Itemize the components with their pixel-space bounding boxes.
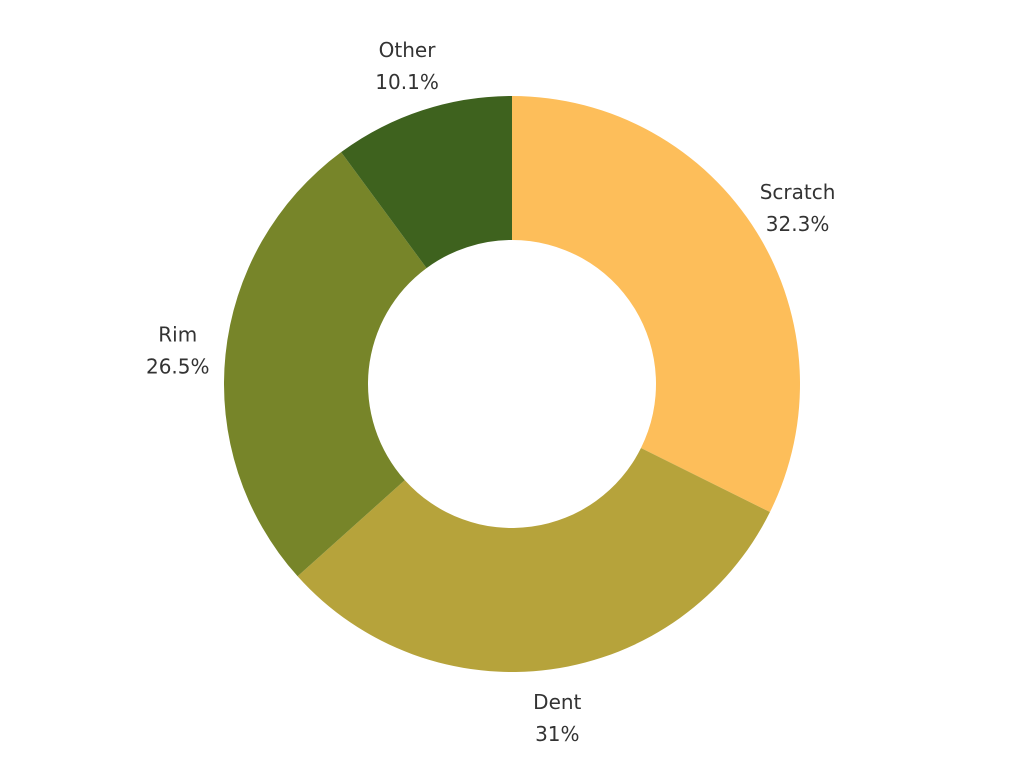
slice-value-scratch: 32.3% <box>766 212 830 236</box>
slice-value-rim: 26.5% <box>146 355 210 379</box>
slice-label-other: Other 10.1% <box>375 38 439 94</box>
slices-layer <box>224 95 800 672</box>
labels-layer: Scratch 32.3% Dent 31% Rim 26.5% Other 10.1% <box>146 38 835 746</box>
slice-value-other: 10.1% <box>375 70 439 94</box>
slice-label-scratch: Scratch 32.3% <box>760 180 836 236</box>
slice-label-dent: Dent 31% <box>533 690 581 746</box>
slice-name-scratch: Scratch <box>760 180 836 204</box>
slice-name-other: Other <box>379 38 437 62</box>
slice-name-dent: Dent <box>533 690 581 714</box>
slice-label-rim: Rim 26.5% <box>146 323 210 379</box>
slice-value-dent: 31% <box>535 722 579 746</box>
slice-scratch <box>512 96 800 513</box>
slice-dent <box>297 448 770 672</box>
slice-rim <box>224 152 427 577</box>
slice-other <box>341 95 512 269</box>
slice-name-rim: Rim <box>158 323 197 347</box>
